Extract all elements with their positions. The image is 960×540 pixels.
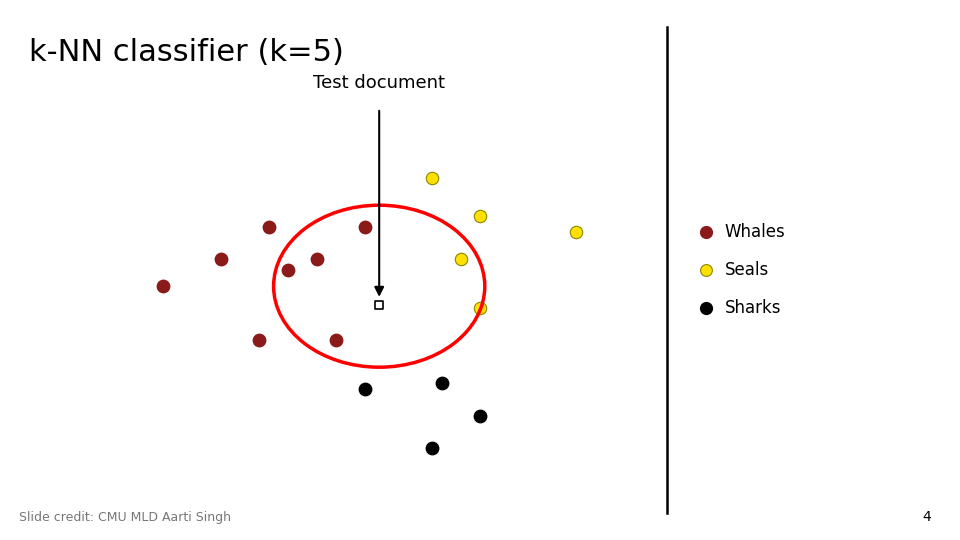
Point (280, 266, 296, 274)
Point (156, 282, 171, 291)
Text: Whales: Whales (725, 223, 785, 241)
Text: k-NN classifier (k=5): k-NN classifier (k=5) (29, 38, 344, 67)
Point (372, 301, 387, 309)
Point (698, 266, 713, 274)
Point (424, 174, 440, 183)
Point (698, 228, 713, 237)
Point (357, 384, 372, 393)
Point (472, 303, 488, 312)
Point (252, 336, 267, 345)
Point (261, 222, 276, 231)
Point (357, 222, 372, 231)
Point (472, 212, 488, 220)
Text: Slide credit: CMU MLD Aarti Singh: Slide credit: CMU MLD Aarti Singh (19, 511, 231, 524)
Point (213, 255, 228, 264)
Point (453, 255, 468, 264)
Text: Test document: Test document (313, 74, 445, 92)
Point (309, 255, 324, 264)
Text: 4: 4 (923, 510, 931, 524)
Point (472, 411, 488, 420)
Text: Seals: Seals (725, 261, 769, 279)
Text: Sharks: Sharks (725, 299, 781, 317)
Point (568, 228, 584, 237)
Point (424, 444, 440, 453)
Point (328, 336, 344, 345)
Point (698, 303, 713, 312)
Point (434, 379, 449, 388)
